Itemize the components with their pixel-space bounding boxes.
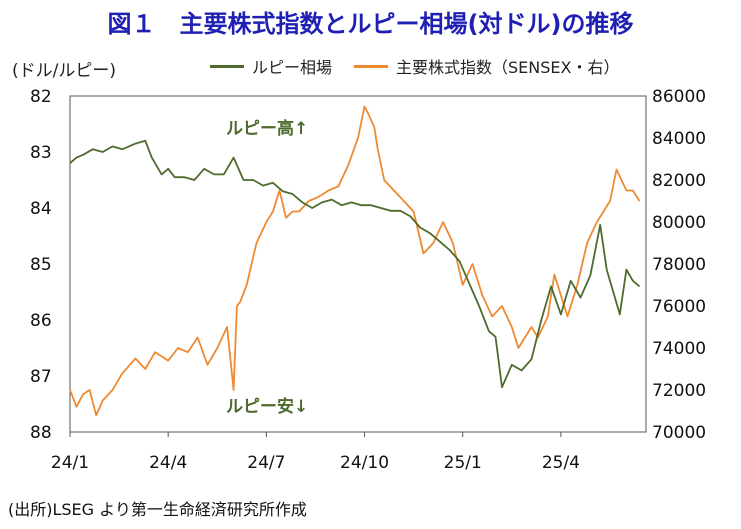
right-tick-label: 78000 (652, 255, 706, 275)
left-axis: 82 83 84 85 86 87 88 (30, 87, 52, 443)
x-tick-label: 24/1 (51, 453, 89, 473)
legend-label-rupee: ルピー相場 (252, 58, 333, 77)
chart-title: 図１ 主要株式指数とルピー相場(対ドル)の推移 (107, 10, 634, 38)
x-tick-label: 25/4 (542, 453, 580, 473)
left-tick-label: 84 (30, 199, 52, 219)
x-axis: 24/1 24/4 24/7 24/10 25/1 25/4 (51, 432, 580, 473)
legend-swatch-sensex (354, 64, 389, 68)
right-tick-label: 80000 (652, 213, 706, 233)
legend-item-sensex: 主要株式指数（SENSEX・右） (354, 54, 619, 78)
legend-swatch-rupee (210, 64, 244, 68)
annotation-rupee-weak: ルピー安↓ (226, 396, 308, 417)
left-tick-label: 87 (30, 367, 52, 387)
left-tick-label: 86 (30, 311, 52, 331)
left-axis-unit: (ドル/ルピー) (12, 61, 116, 81)
series-line-rupee (69, 139, 641, 389)
right-tick-label: 70000 (652, 423, 706, 443)
left-tick-label: 83 (30, 143, 52, 163)
series-line-sensex (69, 105, 641, 417)
right-tick-label: 82000 (652, 171, 706, 191)
x-tick-label: 24/7 (247, 453, 285, 473)
x-tick-label: 24/4 (149, 453, 187, 473)
right-tick-label: 72000 (652, 381, 706, 401)
right-axis: 86000 84000 82000 80000 78000 76000 74000 72000… (652, 87, 706, 443)
left-tick-label: 88 (30, 423, 52, 443)
right-tick-label: 74000 (652, 339, 706, 359)
right-tick-label: 84000 (652, 129, 706, 149)
annotation-rupee-strong: ルピー高↑ (226, 118, 308, 139)
legend-label-sensex: 主要株式指数（SENSEX・右） (396, 58, 620, 77)
source-note: (出所)LSEG より第一生命経済研究所作成 (8, 500, 307, 519)
x-tick-label: 25/1 (444, 453, 482, 473)
right-tick-label: 76000 (652, 297, 706, 317)
left-tick-label: 82 (30, 87, 52, 107)
right-tick-label: 86000 (652, 87, 706, 107)
legend: ルピー相場 主要株式指数（SENSEX・右） (210, 54, 641, 78)
plot-frame (69, 95, 647, 433)
left-tick-label: 85 (30, 255, 52, 275)
x-tick-label: 24/10 (340, 453, 389, 473)
legend-item-rupee: ルピー相場 (210, 54, 332, 78)
